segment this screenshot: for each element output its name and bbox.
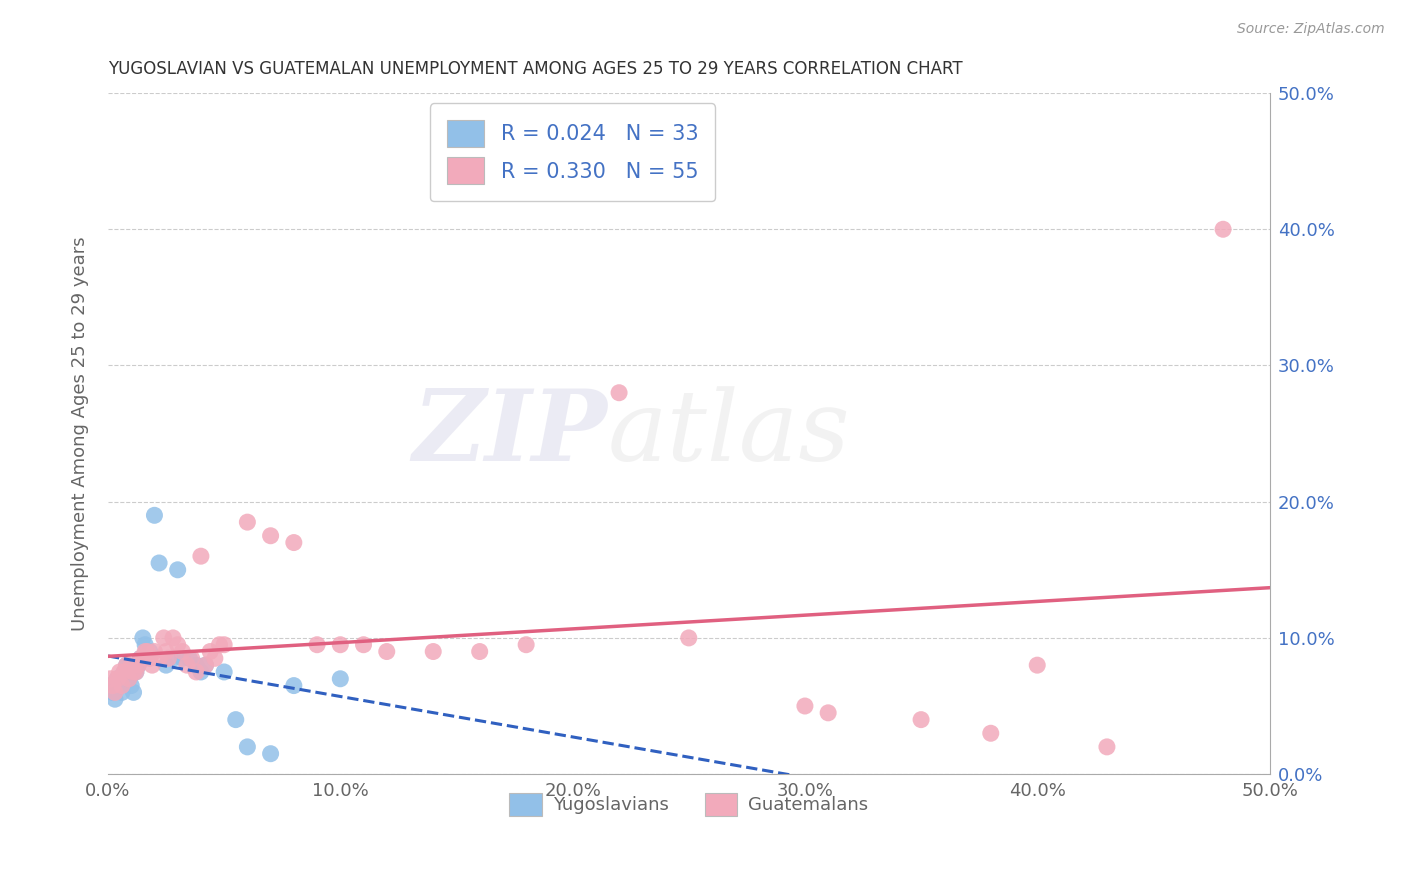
Point xyxy=(180,651,202,665)
Point xyxy=(283,679,305,693)
Point xyxy=(105,672,128,686)
Point xyxy=(104,685,127,699)
Point xyxy=(190,665,212,679)
Point xyxy=(329,638,352,652)
Point xyxy=(136,644,159,658)
Point xyxy=(980,726,1002,740)
Point xyxy=(236,515,259,529)
Point xyxy=(148,556,170,570)
Point xyxy=(166,563,188,577)
Point xyxy=(200,644,222,658)
Point xyxy=(186,665,208,679)
Point xyxy=(118,672,141,686)
Point xyxy=(212,638,235,652)
Point xyxy=(172,651,194,665)
Point xyxy=(283,535,305,549)
Point xyxy=(468,644,491,658)
Text: Source: ZipAtlas.com: Source: ZipAtlas.com xyxy=(1237,22,1385,37)
Point xyxy=(236,739,259,754)
Point xyxy=(129,651,152,665)
Point xyxy=(259,747,281,761)
Point xyxy=(910,713,932,727)
Point xyxy=(607,385,630,400)
Y-axis label: Unemployment Among Ages 25 to 29 years: Unemployment Among Ages 25 to 29 years xyxy=(72,236,89,631)
Point xyxy=(115,658,138,673)
Legend: Yugoslavians, Guatemalans: Yugoslavians, Guatemalans xyxy=(502,785,876,823)
Point xyxy=(186,658,208,673)
Text: atlas: atlas xyxy=(607,386,851,481)
Point xyxy=(155,644,177,658)
Point xyxy=(422,644,444,658)
Point xyxy=(98,672,121,686)
Point xyxy=(139,644,162,658)
Point xyxy=(141,658,163,673)
Point xyxy=(134,644,156,658)
Point xyxy=(122,685,145,699)
Point xyxy=(120,679,142,693)
Point xyxy=(112,665,135,679)
Point xyxy=(793,699,815,714)
Point xyxy=(108,679,131,693)
Point xyxy=(112,665,135,679)
Point xyxy=(307,638,329,652)
Point xyxy=(208,638,231,652)
Point xyxy=(155,658,177,673)
Point xyxy=(127,658,149,673)
Point xyxy=(127,658,149,673)
Point xyxy=(817,706,839,720)
Point xyxy=(143,508,166,523)
Point xyxy=(204,651,226,665)
Point xyxy=(115,658,138,673)
Point xyxy=(225,713,247,727)
Point xyxy=(194,658,217,673)
Point xyxy=(1095,739,1118,754)
Point xyxy=(104,692,127,706)
Text: YUGOSLAVIAN VS GUATEMALAN UNEMPLOYMENT AMONG AGES 25 TO 29 YEARS CORRELATION CHA: YUGOSLAVIAN VS GUATEMALAN UNEMPLOYMENT A… xyxy=(108,60,963,78)
Point xyxy=(132,651,155,665)
Point xyxy=(162,651,184,665)
Point xyxy=(98,679,121,693)
Point xyxy=(678,631,700,645)
Point xyxy=(148,651,170,665)
Point xyxy=(259,529,281,543)
Point xyxy=(329,672,352,686)
Point xyxy=(176,658,198,673)
Point xyxy=(101,685,124,699)
Point xyxy=(162,631,184,645)
Point xyxy=(1212,222,1234,236)
Point xyxy=(118,672,141,686)
Point xyxy=(152,631,174,645)
Point xyxy=(515,638,537,652)
Point xyxy=(125,665,148,679)
Point xyxy=(132,631,155,645)
Point xyxy=(353,638,375,652)
Point xyxy=(179,651,201,665)
Point xyxy=(212,665,235,679)
Point xyxy=(120,658,142,673)
Point xyxy=(129,651,152,665)
Point xyxy=(134,638,156,652)
Point xyxy=(125,665,148,679)
Point xyxy=(105,672,128,686)
Point xyxy=(108,665,131,679)
Point xyxy=(111,685,134,699)
Point xyxy=(166,638,188,652)
Point xyxy=(157,651,180,665)
Point xyxy=(101,679,124,693)
Point xyxy=(194,658,217,673)
Point xyxy=(122,665,145,679)
Point xyxy=(143,644,166,658)
Text: ZIP: ZIP xyxy=(412,385,607,482)
Point xyxy=(172,644,194,658)
Point xyxy=(1026,658,1049,673)
Point xyxy=(111,679,134,693)
Point xyxy=(190,549,212,564)
Point xyxy=(375,644,398,658)
Point xyxy=(139,651,162,665)
